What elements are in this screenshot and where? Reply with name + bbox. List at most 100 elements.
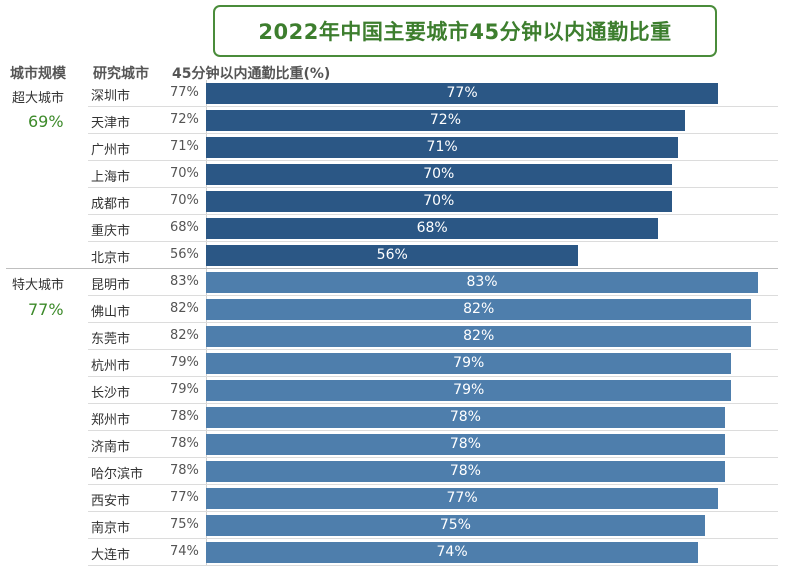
bar [206,299,752,320]
percent-label: 78% [170,463,199,478]
bar [206,461,725,482]
row-divider [88,349,778,350]
percent-label: 72% [170,112,199,127]
table-row: 上海市 70% [88,161,778,188]
group-value-super: 69% [28,112,64,131]
bar [206,434,725,455]
bar [206,272,759,293]
city-label: 西安市 [91,494,131,509]
bar-value-label: 77% [446,85,478,101]
row-divider [88,403,778,404]
table-row: 长沙市 79% [88,377,778,404]
percent-label: 83% [170,274,199,289]
city-label: 大连市 [91,548,131,563]
percent-label: 79% [170,355,199,370]
row-divider [88,106,778,107]
row-divider [88,214,778,215]
table-row: 天津市 72% [88,107,778,134]
table-row: 昆明市 83% [88,269,778,296]
city-label: 重庆市 [91,224,131,239]
bar [206,380,732,401]
percent-label: 56% [170,247,199,262]
table-row: 济南市 78% [88,431,778,458]
row-divider [88,457,778,458]
table-row: 佛山市 82% [88,296,778,323]
table-row: 深圳市 77% [88,80,778,107]
city-label: 郑州市 [91,413,131,428]
bar-value-label: 74% [436,544,468,560]
city-label: 长沙市 [91,386,131,401]
bar-value-label: 70% [423,193,455,209]
row-divider [88,511,778,512]
percent-label: 77% [170,490,199,505]
city-label: 成都市 [91,197,131,212]
bar [206,488,719,509]
bar [206,542,699,563]
row-divider [88,133,778,134]
city-label: 昆明市 [91,278,131,293]
row-divider [88,430,778,431]
bar-value-label: 75% [439,517,471,533]
table-row: 南京市 75% [88,512,778,539]
percent-label: 71% [170,139,199,154]
bar-value-label: 72% [429,112,461,128]
table-row: 成都市 70% [88,188,778,215]
percent-label: 70% [170,193,199,208]
bar-value-label: 79% [453,382,485,398]
bar-value-label: 68% [416,220,448,236]
percent-label: 77% [170,85,199,100]
bar-value-label: 71% [426,139,458,155]
bar [206,326,752,347]
percent-label: 82% [170,328,199,343]
percent-label: 78% [170,409,199,424]
table-row: 东莞市 82% [88,323,778,350]
bar-value-label: 78% [449,463,481,479]
city-label: 上海市 [91,170,131,185]
bar [206,245,579,266]
percent-label: 78% [170,436,199,451]
bar-value-label: 70% [423,166,455,182]
percent-label: 79% [170,382,199,397]
row-divider [88,187,778,188]
table-row: 哈尔滨市 78% [88,458,778,485]
row-divider [88,241,778,242]
row-divider [88,160,778,161]
header-commute-share: 45分钟以内通勤比重(%) [172,66,331,82]
bar-value-label: 78% [449,409,481,425]
bar [206,110,685,131]
group-separator [6,268,778,269]
bar-value-label: 56% [376,247,408,263]
city-label: 南京市 [91,521,131,536]
bar-value-label: 77% [446,490,478,506]
row-divider [88,484,778,485]
chart-title-box: 2022年中国主要城市45分钟以内通勤比重 [213,5,717,57]
city-label: 天津市 [91,116,131,131]
bar [206,515,705,536]
group-name-mega: 特大城市 [12,278,65,293]
bar [206,407,725,428]
percent-label: 70% [170,166,199,181]
bar [206,353,732,374]
bar-value-label: 83% [466,274,498,290]
bar-value-label: 82% [463,301,495,317]
city-label: 深圳市 [91,89,131,104]
group-value-mega: 77% [28,300,64,319]
bar-value-label: 78% [449,436,481,452]
percent-label: 68% [170,220,199,235]
city-label: 东莞市 [91,332,131,347]
percent-label: 82% [170,301,199,316]
group-name-super: 超大城市 [12,91,65,106]
table-row: 重庆市 68% [88,215,778,242]
table-row: 杭州市 79% [88,350,778,377]
bar [206,164,672,185]
percent-label: 75% [170,517,199,532]
chart-title: 2022年中国主要城市45分钟以内通勤比重 [258,20,672,44]
table-row: 郑州市 78% [88,404,778,431]
bar [206,218,659,239]
table-row: 广州市 71% [88,134,778,161]
row-divider [88,538,778,539]
bar-value-label: 79% [453,355,485,371]
city-label: 佛山市 [91,305,131,320]
percent-label: 74% [170,544,199,559]
city-label: 济南市 [91,440,131,455]
